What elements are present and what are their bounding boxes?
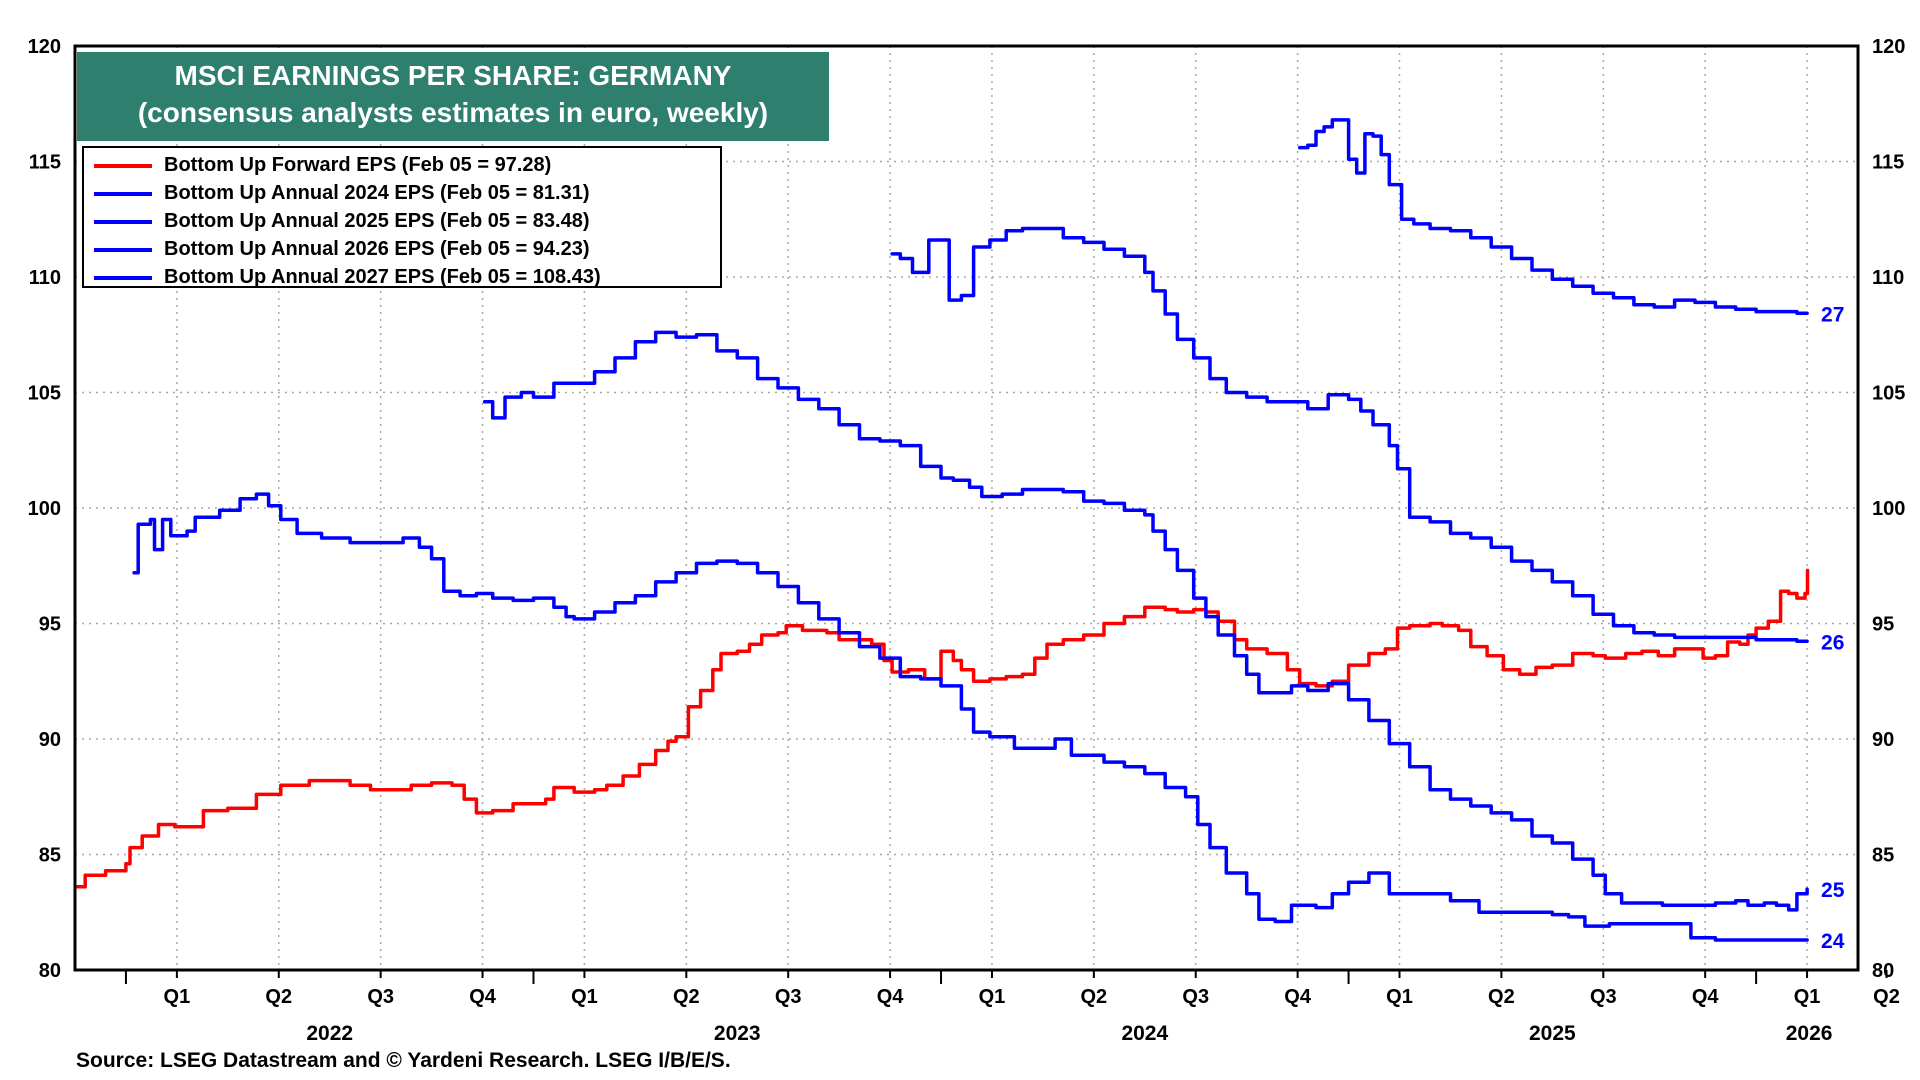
- legend-label: Bottom Up Annual 2026 EPS (Feb 05 = 94.2…: [164, 238, 590, 260]
- legend-item-forward-eps: Bottom Up Forward EPS (Feb 05 = 97.28): [94, 152, 720, 179]
- chart-subtitle: (consensus analysts estimates in euro, w…: [137, 97, 769, 128]
- series-line-bottom-up-annual-2025-eps: [482, 330, 1809, 912]
- x-tick-label: Q4: [469, 986, 497, 1008]
- y-tick-label-left: 110: [29, 267, 61, 289]
- x-tick-label: Q4: [877, 986, 905, 1008]
- legend-label: Bottom Up Annual 2027 EPS (Feb 05 = 108.…: [164, 266, 601, 288]
- legend-label: Bottom Up Annual 2024 EPS (Feb 05 = 81.3…: [164, 182, 590, 204]
- series-end-label: 27: [1821, 303, 1844, 326]
- x-tick-label: Q1: [164, 986, 191, 1008]
- legend-item-2026-eps: Bottom Up Annual 2026 EPS (Feb 05 = 94.2…: [94, 236, 720, 263]
- y-tick-label-right: 95: [1872, 614, 1894, 636]
- x-tick-label: Q1: [979, 986, 1006, 1008]
- legend-swatch: [94, 219, 152, 224]
- series-line-bottom-up-annual-2024-eps: [132, 492, 1809, 942]
- x-year-label: 2026: [1786, 1022, 1833, 1045]
- x-tick-label: Q3: [1182, 986, 1209, 1008]
- y-tick-label-right: 110: [1872, 267, 1904, 289]
- x-year-label: 2024: [1121, 1022, 1168, 1045]
- y-tick-label-left: 100: [28, 498, 61, 520]
- series-line-bottom-up-annual-2027-eps: [1297, 118, 1809, 316]
- legend-label: Bottom Up Annual 2025 EPS (Feb 05 = 83.4…: [164, 210, 590, 232]
- legend-swatch: [94, 191, 152, 196]
- y-tick-label-right: 105: [1872, 383, 1905, 405]
- y-tick-label-right: 90: [1872, 729, 1894, 751]
- y-tick-label-right: 85: [1872, 845, 1894, 867]
- legend-label: Bottom Up Forward EPS (Feb 05 = 97.28): [164, 154, 552, 176]
- x-tick-label: Q4: [1284, 986, 1312, 1008]
- x-year-label: 2023: [714, 1022, 761, 1045]
- x-tick-label: Q3: [775, 986, 802, 1008]
- chart-title: MSCI EARNINGS PER SHARE: GERMANY: [174, 60, 732, 91]
- legend: Bottom Up Forward EPS (Feb 05 = 97.28) B…: [82, 146, 722, 288]
- x-tick-label: Q2: [673, 986, 700, 1008]
- x-tick-label: Q2: [1081, 986, 1108, 1008]
- x-year-label: 2022: [306, 1022, 353, 1045]
- x-tick-label: Q1: [1794, 986, 1821, 1008]
- y-tick-label-left: 95: [39, 614, 61, 636]
- y-tick-label-right: 120: [1872, 36, 1905, 58]
- x-tick-label: Q2: [265, 986, 292, 1008]
- series-end-label: 24: [1821, 930, 1845, 953]
- source-note: Source: LSEG Datastream and © Yardeni Re…: [76, 1049, 731, 1072]
- grid-lines: [75, 46, 1858, 970]
- x-tick-label: Q4: [1692, 986, 1720, 1008]
- series-line-bottom-up-annual-2026-eps: [890, 226, 1809, 644]
- x-tick-label: Q1: [1386, 986, 1413, 1008]
- plot-frame: [73, 44, 1860, 972]
- y-tick-label-left: 105: [28, 383, 61, 405]
- x-tick-label: Q2: [1873, 986, 1900, 1008]
- y-tick-label-right: 80: [1872, 960, 1894, 982]
- series-lines: 24 25 26 27: [75, 118, 1845, 953]
- series-end-label: 25: [1821, 879, 1845, 902]
- series-end-label: 26: [1821, 631, 1844, 654]
- y-tick-label-left: 90: [39, 729, 61, 751]
- legend-item-2025-eps: Bottom Up Annual 2025 EPS (Feb 05 = 83.4…: [94, 208, 720, 235]
- y-tick-label-left: 80: [39, 960, 61, 982]
- x-tick-label: Q3: [367, 986, 394, 1008]
- legend-item-2027-eps: Bottom Up Annual 2027 EPS (Feb 05 = 108.…: [94, 264, 720, 291]
- legend-item-2024-eps: Bottom Up Annual 2024 EPS (Feb 05 = 81.3…: [94, 180, 720, 207]
- chart-title-box: MSCI EARNINGS PER SHARE: GERMANY (consen…: [77, 52, 829, 141]
- y-tick-label-left: 120: [28, 36, 61, 58]
- y-tick-label-right: 100: [1872, 498, 1905, 520]
- y-tick-label-right: 115: [1872, 152, 1904, 174]
- legend-swatch: [94, 247, 152, 252]
- y-tick-label-left: 115: [29, 152, 61, 174]
- x-year-label: 2025: [1529, 1022, 1576, 1045]
- axes: 80 80 85 85 90 90 95 95 100 100 105 105 110 110 115 115…: [28, 36, 1906, 1045]
- x-tick-label: Q1: [571, 986, 598, 1008]
- series-line-bottom-up-forward-eps: [75, 568, 1810, 889]
- legend-swatch: [94, 163, 152, 168]
- x-tick-label: Q2: [1488, 986, 1515, 1008]
- y-tick-label-left: 85: [39, 845, 61, 867]
- legend-swatch: [94, 275, 152, 280]
- x-tick-label: Q3: [1590, 986, 1617, 1008]
